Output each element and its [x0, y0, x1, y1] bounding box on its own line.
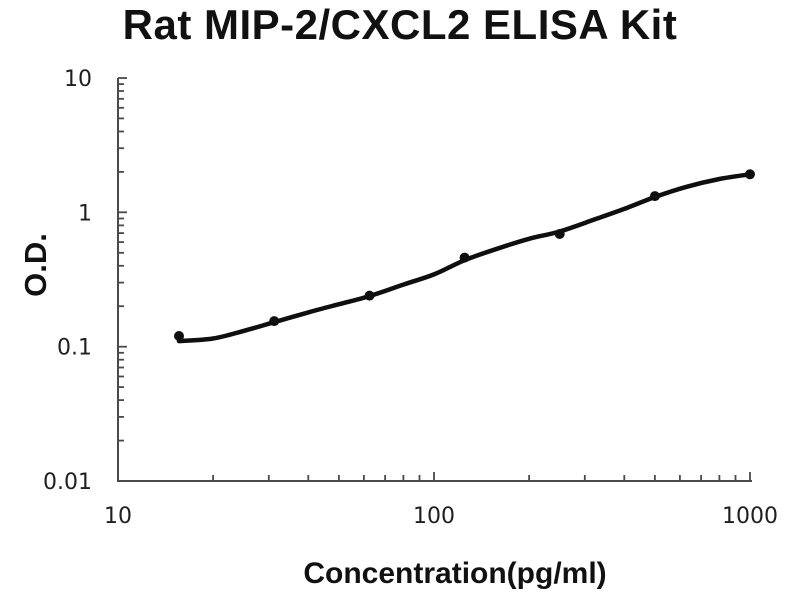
- y-tick-label: 0.01: [43, 470, 92, 495]
- x-tick-label: 1000: [722, 504, 778, 529]
- chart-title: Rat MIP-2/CXCL2 ELISA Kit: [122, 1, 678, 48]
- y-tick-label: 0.1: [57, 336, 92, 361]
- x-tick-label: 10: [104, 504, 132, 529]
- data-point: [364, 290, 375, 301]
- x-axis-title: Concentration(pg/ml): [303, 557, 607, 590]
- data-point: [554, 229, 565, 239]
- x-tick-label: 100: [413, 504, 455, 529]
- y-tick-label: 10: [64, 67, 92, 92]
- data-point: [649, 191, 660, 202]
- data-point: [459, 252, 470, 263]
- data-point: [174, 331, 184, 341]
- data-point: [269, 316, 280, 327]
- data-point: [745, 169, 755, 180]
- y-tick-label: 1: [78, 201, 92, 226]
